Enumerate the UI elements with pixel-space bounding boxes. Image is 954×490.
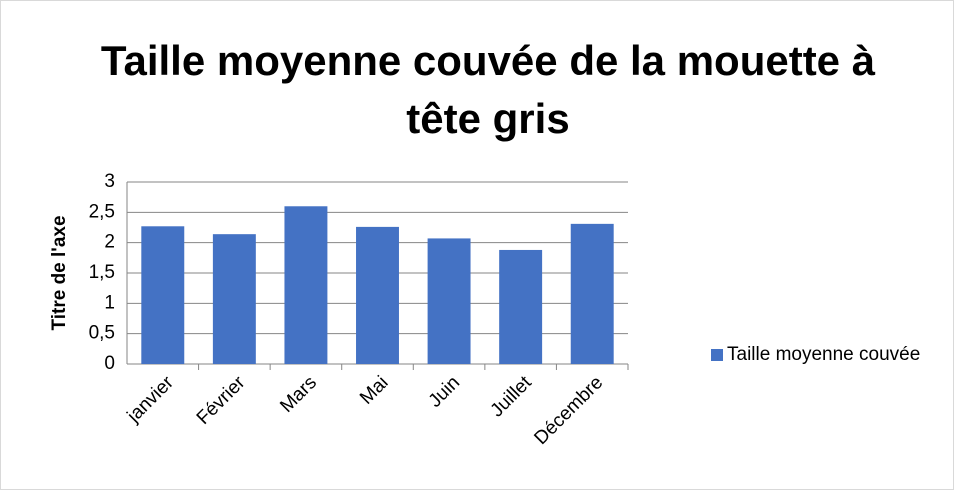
bar <box>570 223 614 364</box>
y-tick-label: 0 <box>104 353 115 374</box>
y-tick-label: 1 <box>104 292 115 313</box>
y-axis-title: Titre de l'axe <box>49 215 70 330</box>
bar <box>427 238 471 364</box>
bar <box>212 234 256 364</box>
y-tick-label: 2,5 <box>89 201 115 222</box>
bar <box>356 226 399 364</box>
bar <box>499 249 543 364</box>
y-tick-label: 3 <box>104 171 115 192</box>
chart-title: Taille moyenne couvée de la mouette à tê… <box>100 37 876 142</box>
bar <box>284 206 328 364</box>
y-tick-label: 1,5 <box>89 262 115 283</box>
y-tick-label: 0,5 <box>89 323 115 344</box>
legend-swatch <box>711 349 723 361</box>
bar <box>141 226 185 364</box>
legend-label: Taille moyenne couvée <box>727 344 920 365</box>
y-tick-label: 2 <box>104 232 115 253</box>
